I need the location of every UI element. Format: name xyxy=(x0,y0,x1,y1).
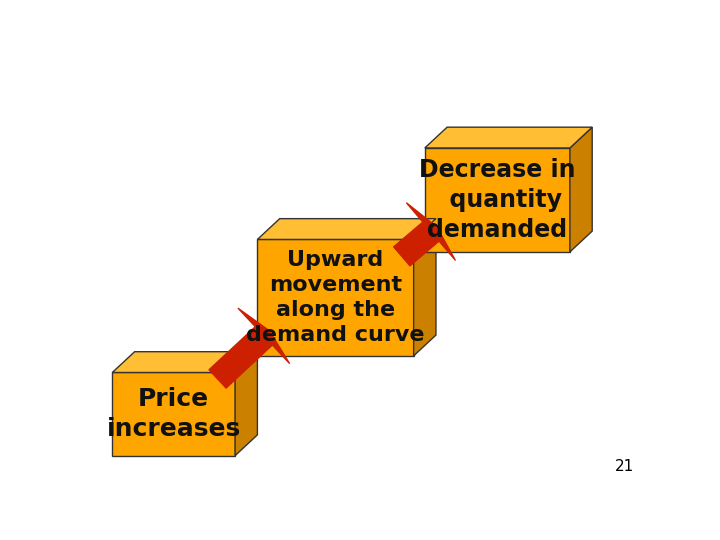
Polygon shape xyxy=(425,148,570,252)
Text: 21: 21 xyxy=(615,460,634,474)
Text: Decrease in
  quantity
demanded: Decrease in quantity demanded xyxy=(419,158,575,241)
Polygon shape xyxy=(112,373,235,456)
Polygon shape xyxy=(570,127,593,252)
Polygon shape xyxy=(414,219,436,356)
Polygon shape xyxy=(258,219,436,239)
Polygon shape xyxy=(425,127,593,148)
Polygon shape xyxy=(112,352,258,373)
Text: Upward
movement
along the
demand curve: Upward movement along the demand curve xyxy=(246,251,425,345)
Polygon shape xyxy=(258,239,414,356)
Polygon shape xyxy=(235,352,258,456)
Text: Price
increases: Price increases xyxy=(107,387,240,441)
